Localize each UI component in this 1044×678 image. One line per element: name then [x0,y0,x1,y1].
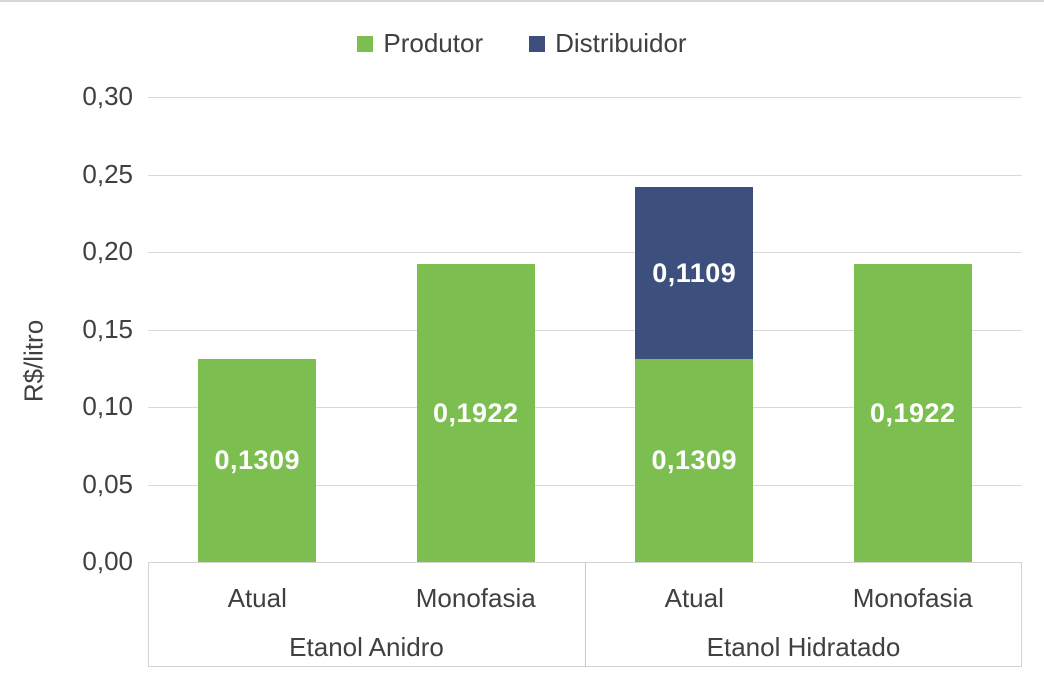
legend-label: Produtor [383,28,484,58]
gridline [148,174,1022,176]
bar-value-label: 0,1109 [652,257,737,288]
chart-legend: Produtor Distribuidor [0,28,1044,59]
bar-value-label: 0,1922 [432,397,519,428]
x-category-label: Monofasia [415,583,536,613]
legend-item-produtor: Produtor [357,28,483,59]
x-group-divider [585,562,586,667]
bar-segment-produtor: 0,1922 [853,264,972,562]
y-tick-label: 0,25 [82,158,133,189]
figure-top-border [0,0,1044,2]
gridline [148,407,1022,408]
bar-segment-produtor: 0,1309 [635,359,754,562]
x-category-label: Atual [227,583,287,613]
x-group-label: Etanol Hidratado [706,632,901,662]
legend-swatch-icon [357,35,374,52]
gridline [148,97,1022,98]
y-tick-label: 0,05 [82,468,133,499]
y-tick-label: 0,20 [82,235,133,266]
y-tick-label: 0,10 [82,390,133,421]
bar-value-label: 0,1309 [651,445,738,476]
y-tick-label: 0,30 [82,80,133,111]
gridline [148,252,1022,253]
bar-segment-produtor: 0,1309 [198,359,317,562]
x-category-label: Monofasia [852,583,973,613]
x-category-label: Atual [664,583,724,613]
x-group-label: Etanol Anidro [289,632,444,662]
legend-item-distribuidor: Distribuidor [529,28,687,59]
gridline [148,484,1022,486]
legend-label: Distribuidor [555,28,687,58]
legend-swatch-icon [529,35,546,52]
bar-segment-produtor: 0,1922 [416,264,535,562]
bar-value-label: 0,1922 [869,397,956,428]
y-tick-label: 0,00 [82,545,133,576]
bar-value-label: 0,1309 [214,445,301,476]
y-tick-label: 0,15 [82,313,133,344]
gridline [148,329,1022,331]
bar-segment-distribuidor: 0,1109 [635,187,754,360]
